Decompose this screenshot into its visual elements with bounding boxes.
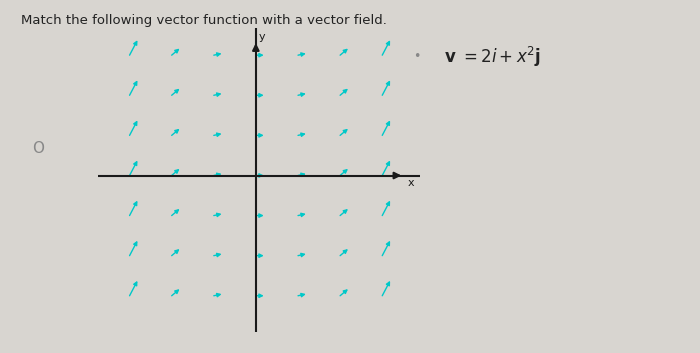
Text: O: O [32,141,45,156]
Text: Match the following vector function with a vector field.: Match the following vector function with… [21,14,387,27]
Text: y: y [259,32,265,42]
Text: •: • [413,50,420,63]
Text: x: x [407,178,414,188]
Text: $\bf{v}$ $= 2i + x^2\bf{j}$: $\bf{v}$ $= 2i + x^2\bf{j}$ [444,44,541,68]
